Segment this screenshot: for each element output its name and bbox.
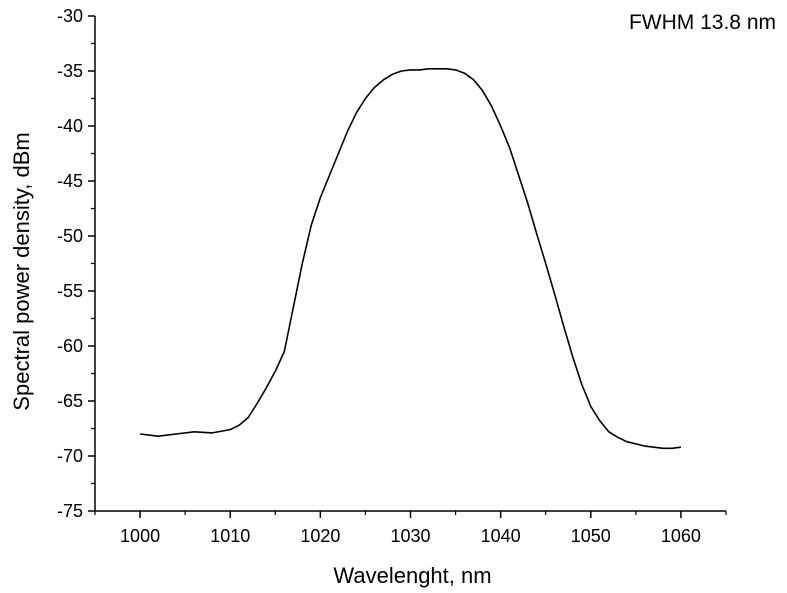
x-tick-label: 1030 <box>390 526 430 546</box>
x-tick-label: 1010 <box>210 526 250 546</box>
plot-area <box>140 68 681 450</box>
fwhm-annotation: FWHM 13.8 nm <box>629 11 776 34</box>
x-tick-label: 1060 <box>661 526 701 546</box>
ticks <box>88 15 727 518</box>
x-axis-title: Wavelenght, nm <box>333 563 491 588</box>
x-tick-label: 1050 <box>571 526 611 546</box>
x-tick-label: 1040 <box>481 526 521 546</box>
y-tick-label: -60 <box>57 336 83 356</box>
y-tick-label: -45 <box>57 171 83 191</box>
y-tick-label: -70 <box>57 446 83 466</box>
y-tick-label: -40 <box>57 116 83 136</box>
y-tick-label: -65 <box>57 391 83 411</box>
series-line-1 <box>140 68 681 450</box>
y-tick-label: -55 <box>57 281 83 301</box>
tick-labels: -30 -35 -40 -45 -50 -55 -60 -65 -70 -75 1000 1010 10… <box>57 6 701 546</box>
y-tick-label: -30 <box>57 6 83 26</box>
axes <box>94 16 726 512</box>
y-tick-label: -35 <box>57 61 83 81</box>
y-tick-label: -75 <box>57 501 83 521</box>
x-tick-label: 1000 <box>120 526 160 546</box>
y-tick-label: -50 <box>57 226 83 246</box>
y-axis-title: Spectral power density, dBm <box>9 132 34 410</box>
x-tick-label: 1020 <box>300 526 340 546</box>
